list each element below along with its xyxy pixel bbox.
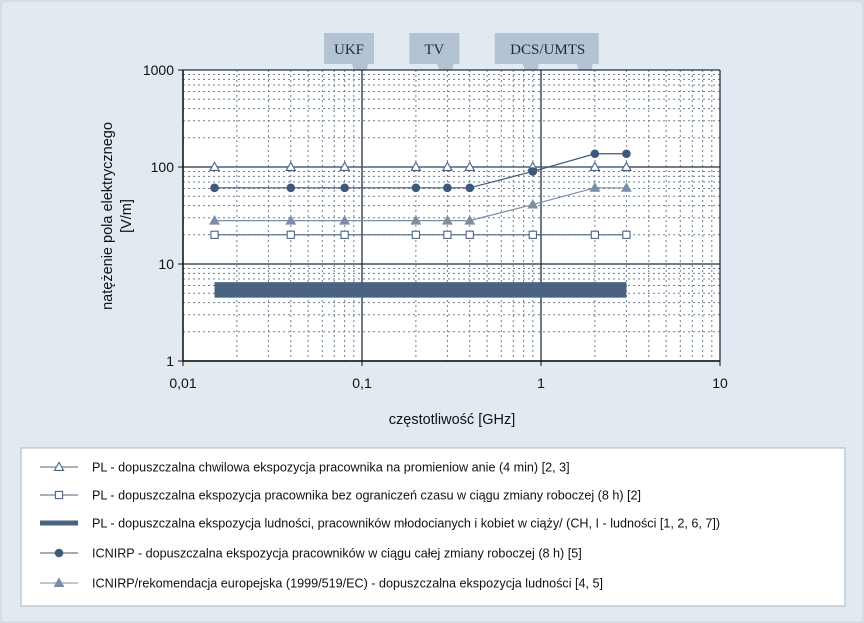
legend-item-2: PL - dopuszczalna ekspozycja pracownika … xyxy=(40,489,641,503)
data-point xyxy=(590,230,600,239)
band-callout-box xyxy=(409,33,460,64)
data-point xyxy=(528,167,538,176)
data-point xyxy=(53,461,65,472)
exposure-band-bar xyxy=(214,282,627,298)
legend: PL - dopuszczalna chwilowa ekspozycja pr… xyxy=(40,461,720,591)
data-point xyxy=(285,161,297,171)
band-callout-box xyxy=(324,33,374,64)
y-tick-label: 100 xyxy=(151,159,175,175)
data-point xyxy=(53,577,65,587)
plot-area xyxy=(183,70,720,361)
data-point xyxy=(622,230,631,239)
data-point xyxy=(410,161,422,171)
data-point xyxy=(528,230,537,239)
legend-item-4: ICNIRP - dopuszczalna ekspozycja pracown… xyxy=(40,547,582,561)
series-2 xyxy=(210,230,631,239)
data-point xyxy=(464,161,476,171)
data-point xyxy=(54,490,64,500)
legend-swatch xyxy=(40,520,78,526)
y-tick-label: 1000 xyxy=(143,62,174,78)
x-axis-title: częstotliwość [GHz] xyxy=(389,412,516,428)
data-point xyxy=(465,183,475,193)
data-point xyxy=(590,149,600,159)
data-point xyxy=(286,183,296,193)
legend-label: PL - dopuszczalna ekspozycja pracownika … xyxy=(92,489,641,503)
series-5 xyxy=(209,182,632,225)
data-point xyxy=(285,215,297,225)
data-point xyxy=(589,161,601,171)
data-point xyxy=(620,182,632,192)
series-4 xyxy=(210,149,631,193)
legend-label: ICNIRP - dopuszczalna ekspozycja pracown… xyxy=(92,547,582,561)
data-point xyxy=(465,230,474,239)
data-point xyxy=(620,161,632,171)
y-axis-title-line-2: [V/m] xyxy=(119,199,135,233)
data-point xyxy=(340,230,349,239)
series-3 xyxy=(214,282,627,298)
data-point xyxy=(443,183,452,193)
data-point xyxy=(210,183,219,193)
data-point xyxy=(589,182,601,192)
legend-box xyxy=(20,447,846,607)
data-point xyxy=(410,215,422,225)
y-axis-title: natężenie pola elektrycznego [V/m] xyxy=(100,122,135,310)
x-tick-label: 0,01 xyxy=(169,375,196,391)
data-point xyxy=(441,215,453,225)
data-point xyxy=(622,149,631,159)
band-callout-label: DCS/UMTS xyxy=(510,42,585,58)
x-tick-label: 1 xyxy=(537,375,545,391)
band-callout-box xyxy=(496,33,599,64)
x-tick-label: 10 xyxy=(712,375,728,391)
data-point xyxy=(340,183,349,193)
data-point xyxy=(411,183,421,193)
y-axis-title-line-1: natężenie pola elektrycznego xyxy=(100,122,116,310)
legend-item-1: PL - dopuszczalna chwilowa ekspozycja pr… xyxy=(40,461,570,475)
legend-label: ICNIRP/rekomendacja europejska (1999/519… xyxy=(92,577,603,591)
data-point xyxy=(339,215,351,225)
data-point xyxy=(443,230,452,239)
axes: 0,01 0,1 1 10 1 10 100 1000 xyxy=(143,62,728,391)
data-point xyxy=(54,548,64,558)
data-point xyxy=(286,230,295,239)
data-point xyxy=(464,215,476,225)
data-point xyxy=(210,230,219,239)
data-point xyxy=(339,161,351,171)
x-tick-label: 0,1 xyxy=(352,375,372,391)
data-point xyxy=(411,230,421,239)
y-tick-label: 10 xyxy=(158,256,174,272)
legend-item-5: ICNIRP/rekomendacja europejska (1999/519… xyxy=(40,577,603,591)
series-1 xyxy=(208,161,632,171)
data-point xyxy=(527,198,539,209)
data-point xyxy=(209,215,220,225)
series-layer xyxy=(208,149,632,298)
data-point xyxy=(441,161,453,171)
band-callout-label: TV xyxy=(424,42,444,58)
legend-item-3: PL - dopuszczalna ekspozycja ludności, p… xyxy=(40,517,720,531)
y-tick-label: 1 xyxy=(166,353,174,369)
legend-label: PL - dopuszczalna ekspozycja ludności, p… xyxy=(92,517,720,531)
legend-label: PL - dopuszczalna chwilowa ekspozycja pr… xyxy=(92,461,570,475)
band-callout-label: UKF xyxy=(334,42,364,58)
data-point xyxy=(208,161,221,171)
band-callout: UKF xyxy=(324,33,374,97)
